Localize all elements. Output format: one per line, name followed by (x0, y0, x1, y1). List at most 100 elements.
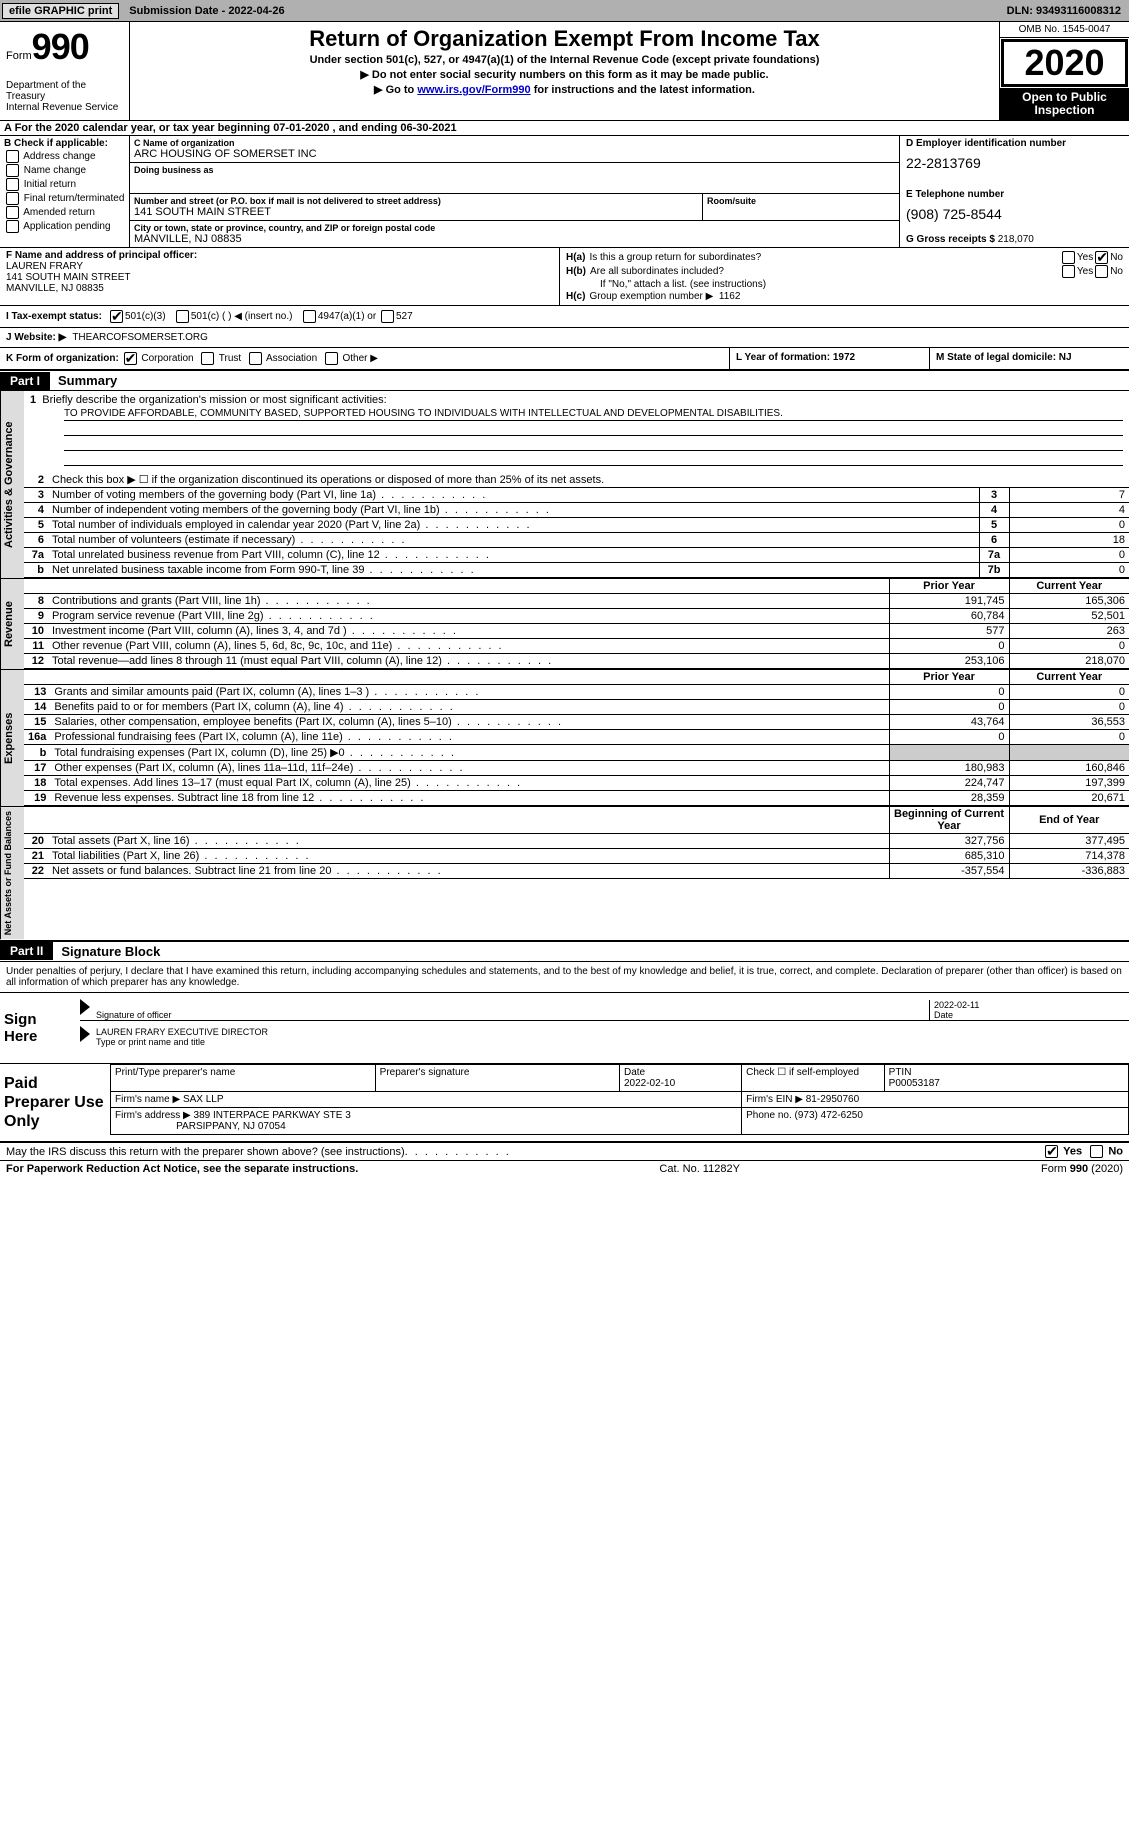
dln: DLN: 93493116008312 (1007, 5, 1129, 17)
signature-intro: Under penalties of perjury, I declare th… (0, 962, 1129, 993)
submission-date: Submission Date - 2022-04-26 (121, 5, 292, 17)
status-row: I Tax-exempt status: 501(c)(3) 501(c) ( … (0, 306, 1129, 328)
chk-initial-return[interactable]: Initial return (4, 178, 125, 191)
sign-date: 2022-02-11 Date (929, 1000, 1129, 1020)
table-row: bNet unrelated business taxable income f… (24, 563, 1129, 578)
irs-yes[interactable] (1045, 1145, 1058, 1158)
expenses-section: Expenses Prior YearCurrent Year13Grants … (0, 670, 1129, 807)
prep-sig-lbl: Preparer's signature (380, 1067, 615, 1078)
sig-arrow-icon-2 (80, 1026, 90, 1042)
table-header-row: Beginning of Current YearEnd of Year (24, 807, 1129, 834)
part2-title: Signature Block (53, 942, 168, 961)
table-row: 12Total revenue—add lines 8 through 11 (… (24, 654, 1129, 669)
officer-block: F Name and address of principal officer:… (0, 248, 560, 305)
chk-501c3[interactable] (110, 310, 123, 323)
mission-blank-1 (64, 423, 1123, 436)
table-row: bTotal fundraising expenses (Part IX, co… (24, 745, 1129, 761)
prep-date-lbl: Date (624, 1067, 737, 1078)
department: Department of the Treasury Internal Reve… (6, 80, 123, 113)
instructions-link[interactable]: www.irs.gov/Form990 (417, 84, 530, 96)
chk-501c[interactable] (176, 310, 189, 323)
note-link-pre: ▶ Go to (374, 84, 417, 96)
table-row: 5Total number of individuals employed in… (24, 518, 1129, 533)
efile-print-button[interactable]: efile GRAPHIC print (2, 3, 119, 19)
ptin-lbl: PTIN (889, 1067, 1124, 1078)
officer-addr2: MANVILLE, NJ 08835 (6, 283, 553, 294)
org-name: ARC HOUSING OF SOMERSET INC (134, 148, 895, 160)
chk-trust[interactable] (201, 352, 214, 365)
form-number: 990 (32, 26, 89, 67)
note-link: ▶ Go to www.irs.gov/Form990 for instruct… (138, 83, 991, 96)
firm-addr2: PARSIPPANY, NJ 07054 (176, 1121, 286, 1132)
klm-row: K Form of organization: Corporation Trus… (0, 348, 1129, 371)
form-header: Form990 Department of the Treasury Inter… (0, 22, 1129, 121)
tab-expenses: Expenses (0, 670, 24, 806)
addr-cell: Number and street (or P.O. box if mail i… (130, 194, 702, 220)
form-word: Form (6, 50, 32, 62)
firm-addr1: 389 INTERPACE PARKWAY STE 3 (194, 1110, 351, 1121)
revenue-table: Prior YearCurrent Year8Contributions and… (24, 579, 1129, 669)
table-row: 10Investment income (Part VIII, column (… (24, 624, 1129, 639)
tab-governance: Activities & Governance (0, 391, 24, 578)
chk-corp[interactable] (124, 352, 137, 365)
tab-revenue: Revenue (0, 579, 24, 669)
sign-here-row: Sign Here Signature of officer 2022-02-1… (0, 993, 1129, 1064)
prep-name-lbl: Print/Type preparer's name (115, 1067, 371, 1078)
sig-arrow-icon (80, 999, 90, 1015)
footer-mid: Cat. No. 11282Y (659, 1163, 740, 1175)
hb-yes[interactable] (1062, 265, 1075, 278)
h-b-note: If "No," attach a list. (see instruction… (566, 279, 1123, 290)
firm-name: SAX LLP (183, 1094, 224, 1105)
table-row: 22Net assets or fund balances. Subtract … (24, 864, 1129, 879)
officer-signature[interactable]: Signature of officer (92, 996, 929, 1020)
gross-receipts: G Gross receipts $ 218,070 (906, 234, 1123, 245)
self-employed[interactable]: Check ☐ if self-employed (746, 1067, 880, 1078)
chk-other[interactable] (325, 352, 338, 365)
table-row: 19Revenue less expenses. Subtract line 1… (24, 791, 1129, 806)
chk-4947[interactable] (303, 310, 316, 323)
addr-value: 141 SOUTH MAIN STREET (134, 206, 698, 218)
chk-assoc[interactable] (249, 352, 262, 365)
org-name-label: C Name of organization (134, 138, 895, 148)
table-row: 9Program service revenue (Part VIII, lin… (24, 609, 1129, 624)
city-cell: City or town, state or province, country… (130, 221, 899, 247)
table-row: 2Check this box ▶ ☐ if the organization … (24, 472, 1129, 488)
chk-app-pending[interactable]: Application pending (4, 220, 125, 233)
firm-name-lbl: Firm's name ▶ (115, 1094, 180, 1105)
table-row: 4Number of independent voting members of… (24, 503, 1129, 518)
dba-cell: Doing business as (130, 163, 899, 193)
table-header-row: Prior YearCurrent Year (24, 579, 1129, 594)
col-b: B Check if applicable: Address change Na… (0, 136, 130, 247)
table-row: 21Total liabilities (Part X, line 26)685… (24, 849, 1129, 864)
top-bar: efile GRAPHIC print Submission Date - 20… (0, 0, 1129, 22)
col-d: D Employer identification number 22-2813… (899, 136, 1129, 247)
ha-no[interactable] (1095, 251, 1108, 264)
table-row: 20Total assets (Part X, line 16)327,7563… (24, 834, 1129, 849)
firm-phone-lbl: Phone no. (746, 1110, 792, 1121)
paid-label: Paid Preparer Use Only (0, 1064, 110, 1142)
city-value: MANVILLE, NJ 08835 (134, 233, 895, 245)
tax-year: 2020 (1001, 39, 1128, 87)
mission-blank-3 (64, 453, 1123, 466)
line-a: A For the 2020 calendar year, or tax yea… (0, 121, 1129, 136)
website-row: J Website: ▶ THEARCOFSOMERSET.ORG (0, 328, 1129, 348)
irs-no[interactable] (1090, 1145, 1103, 1158)
chk-amended[interactable]: Amended return (4, 206, 125, 219)
expenses-table: Prior YearCurrent Year13Grants and simil… (24, 670, 1129, 806)
open-inspection: Open to Public Inspection (1000, 88, 1129, 120)
chk-address-change[interactable]: Address change (4, 150, 125, 163)
revenue-section: Revenue Prior YearCurrent Year8Contribut… (0, 579, 1129, 670)
hb-no[interactable] (1095, 265, 1108, 278)
chk-final-return[interactable]: Final return/terminated (4, 192, 125, 205)
officer-name: LAUREN FRARY (6, 261, 553, 272)
chk-527[interactable] (381, 310, 394, 323)
h-c-value: 1162 (719, 291, 741, 302)
addr-label: Number and street (or P.O. box if mail i… (134, 196, 698, 206)
chk-name-change[interactable]: Name change (4, 164, 125, 177)
ptin: P00053187 (889, 1078, 1124, 1089)
table-header-row: Prior YearCurrent Year (24, 670, 1129, 685)
ha-yes[interactable] (1062, 251, 1075, 264)
footer: For Paperwork Reduction Act Notice, see … (0, 1161, 1129, 1177)
irs-discuss-row: May the IRS discuss this return with the… (0, 1143, 1129, 1161)
table-row: 3Number of voting members of the governi… (24, 488, 1129, 503)
